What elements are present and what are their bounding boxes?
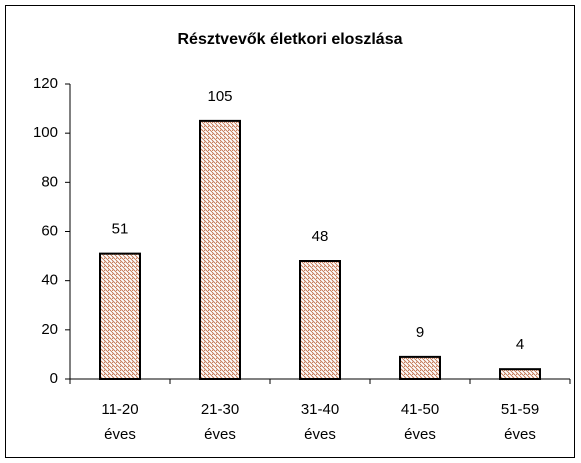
x-tick-label: 51-59 éves [501,401,539,443]
y-tick-label: 80 [41,173,58,190]
y-tick-label: 120 [33,75,58,92]
y-tick-label: 100 [33,124,58,141]
bar [99,252,141,380]
bar [199,119,241,380]
x-tick-label: 21-30 éves [201,401,239,443]
data-label: 48 [312,228,329,245]
bar [499,368,541,380]
x-tick-label: 11-20 éves [101,401,138,443]
y-tick-label: 20 [41,321,58,338]
bar [299,260,341,380]
bar [399,355,441,380]
x-tick-label: 41-50 éves [401,401,439,443]
x-tick-label: 31-40 éves [301,401,339,443]
data-label: 4 [516,336,524,353]
chart-title: Résztvevők életkori eloszlása [177,31,402,48]
data-label: 9 [416,324,424,341]
data-label: 105 [207,88,232,105]
data-label: 51 [112,221,129,238]
y-tick-label: 0 [50,370,58,387]
y-tick-label: 40 [41,272,58,289]
y-tick-label: 60 [41,222,58,239]
chart-frame [5,5,575,458]
